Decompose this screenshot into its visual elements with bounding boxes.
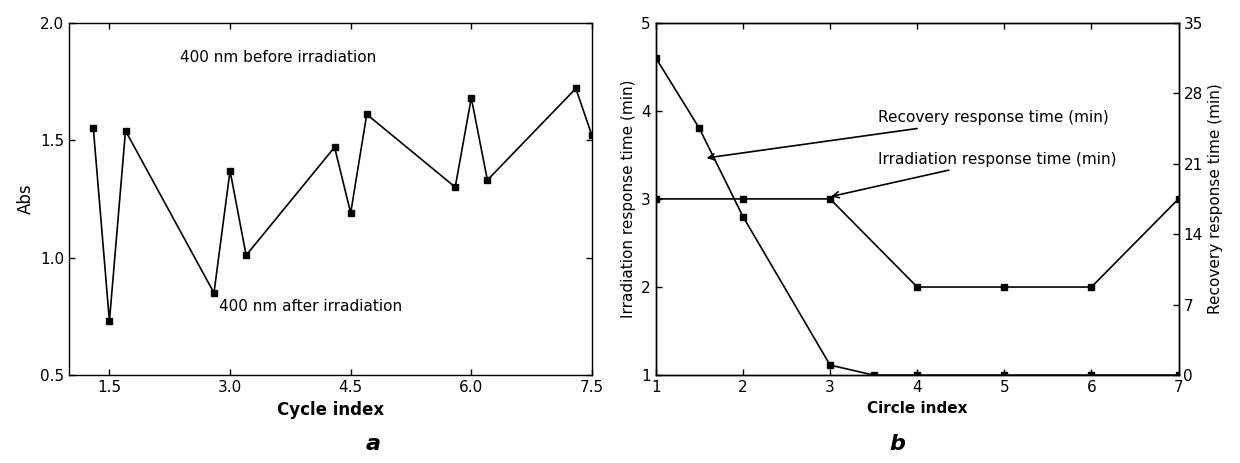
Text: b: b [889, 434, 905, 454]
X-axis label: Cycle index: Cycle index [277, 400, 384, 419]
Y-axis label: Abs: Abs [16, 184, 35, 214]
Text: Irradiation response time (min): Irradiation response time (min) [833, 152, 1116, 198]
Y-axis label: Recovery response time (min): Recovery response time (min) [1208, 83, 1224, 314]
Text: Recovery response time (min): Recovery response time (min) [708, 110, 1109, 160]
Text: 400 nm before irradiation: 400 nm before irradiation [180, 50, 377, 65]
X-axis label: Circle index: Circle index [867, 400, 967, 416]
Y-axis label: Irradiation response time (min): Irradiation response time (min) [621, 80, 636, 318]
Text: a: a [366, 434, 381, 454]
Text: 400 nm after irradiation: 400 nm after irradiation [219, 299, 402, 314]
